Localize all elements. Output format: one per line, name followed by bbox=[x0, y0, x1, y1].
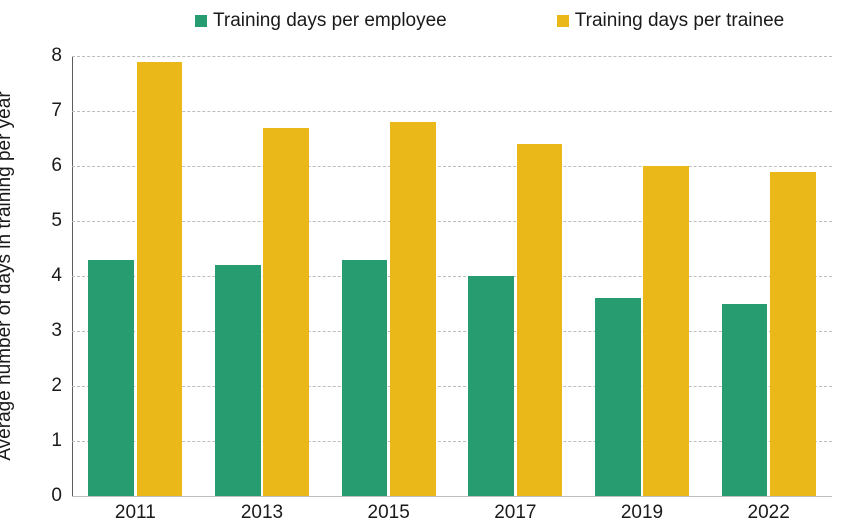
bar-employee bbox=[722, 304, 768, 497]
x-tick-label: 2013 bbox=[241, 496, 283, 524]
plot-area: 012345678201120132015201720192022 bbox=[72, 56, 832, 496]
bar-trainee bbox=[390, 122, 436, 496]
gridline bbox=[72, 331, 832, 332]
bar-trainee bbox=[643, 166, 689, 496]
training-days-chart: Training days per employee Training days … bbox=[0, 0, 848, 532]
legend-swatch-employee bbox=[195, 15, 207, 27]
legend-swatch-trainee bbox=[557, 15, 569, 27]
y-tick-label: 0 bbox=[51, 485, 72, 507]
bar-trainee bbox=[137, 62, 183, 497]
legend-label-employee: Training days per employee bbox=[213, 10, 447, 32]
bar-employee bbox=[342, 260, 388, 497]
y-tick-label: 2 bbox=[51, 375, 72, 397]
legend-item-trainee: Training days per trainee bbox=[557, 10, 784, 32]
bar-employee bbox=[595, 298, 641, 496]
bar-trainee bbox=[517, 144, 563, 496]
gridline bbox=[72, 56, 832, 57]
y-tick-label: 5 bbox=[51, 210, 72, 232]
gridline bbox=[72, 386, 832, 387]
y-tick-label: 4 bbox=[51, 265, 72, 287]
bar-trainee bbox=[770, 172, 816, 497]
gridline bbox=[72, 166, 832, 167]
gridline bbox=[72, 221, 832, 222]
gridline bbox=[72, 496, 832, 497]
y-tick-label: 3 bbox=[51, 320, 72, 342]
bar-employee bbox=[88, 260, 134, 497]
y-tick-label: 8 bbox=[51, 45, 72, 67]
legend-label-trainee: Training days per trainee bbox=[575, 10, 784, 32]
y-tick-label: 6 bbox=[51, 155, 72, 177]
x-tick-label: 2019 bbox=[621, 496, 663, 524]
bar-employee bbox=[468, 276, 514, 496]
y-axis-title: Average number of days in training per y… bbox=[0, 91, 16, 460]
y-tick-label: 7 bbox=[51, 100, 72, 122]
y-tick-label: 1 bbox=[51, 430, 72, 452]
legend-item-employee: Training days per employee bbox=[195, 10, 447, 32]
gridline bbox=[72, 111, 832, 112]
gridline bbox=[72, 441, 832, 442]
x-tick-label: 2011 bbox=[115, 496, 156, 524]
gridline bbox=[72, 276, 832, 277]
x-tick-label: 2017 bbox=[494, 496, 536, 524]
x-tick-label: 2015 bbox=[368, 496, 410, 524]
bar-employee bbox=[215, 265, 261, 496]
x-tick-label: 2022 bbox=[748, 496, 790, 524]
legend: Training days per employee Training days … bbox=[195, 10, 784, 32]
bar-trainee bbox=[263, 128, 309, 497]
